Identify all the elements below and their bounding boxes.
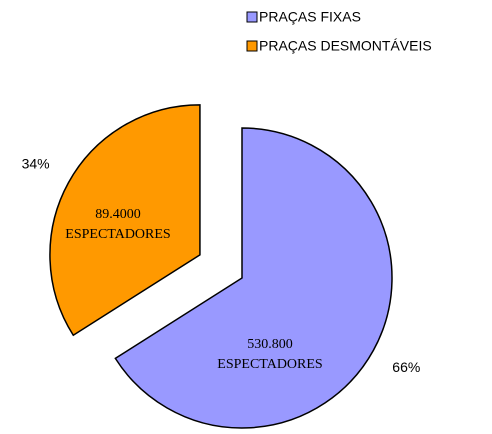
slice-annotation: 89.4000	[95, 207, 141, 222]
value-label: 34%	[22, 155, 50, 171]
slice-annotation: ESPECTADORES	[217, 357, 322, 372]
slice-annotation: ESPECTADORES	[65, 227, 170, 242]
legend-label: PRAÇAS FIXAS	[259, 9, 361, 25]
legend-label: PRAÇAS DESMONTÁVEIS	[259, 38, 432, 54]
pie-slice	[114, 127, 393, 429]
value-label: 66%	[392, 359, 420, 375]
slice-annotation: 530.800	[247, 337, 293, 352]
legend-swatch	[246, 11, 258, 23]
legend-swatch	[246, 40, 258, 52]
pie-slice	[49, 104, 201, 337]
